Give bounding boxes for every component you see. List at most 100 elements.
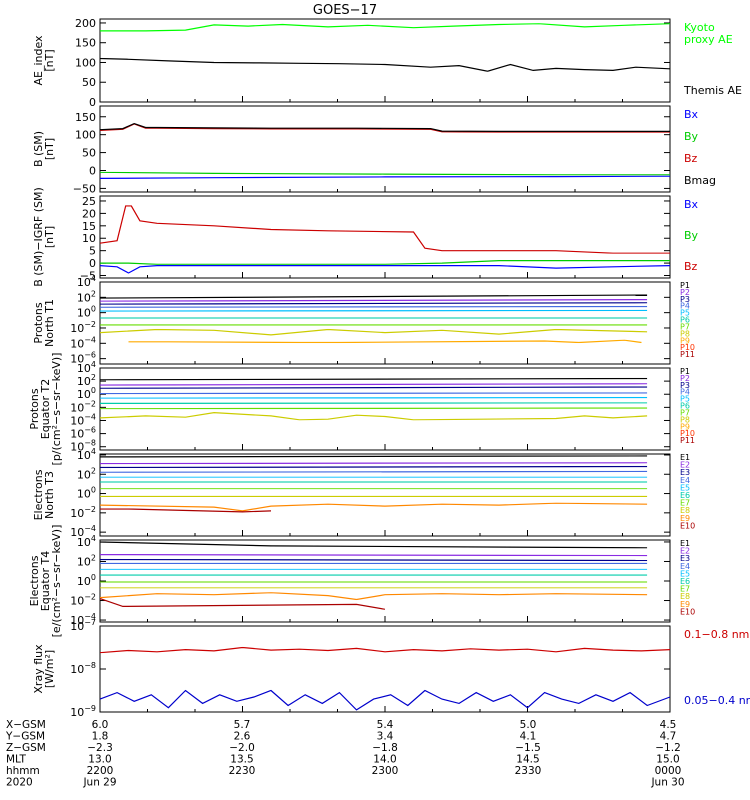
series-line-P7 (100, 408, 647, 409)
legend-entry: P8 (680, 415, 690, 424)
y-tick-label: 10−2 (70, 320, 96, 335)
y-tick-label: 0 (89, 96, 96, 109)
legend-entry: E1 (680, 453, 690, 462)
legend-entry: E4 (680, 476, 690, 485)
y-tick-label: 100 (75, 129, 96, 142)
footer-row-label: Z−GSM (6, 742, 46, 754)
panel-frame (99, 18, 671, 103)
series-line-Bx (100, 176, 670, 178)
series-line-P1 (100, 295, 647, 298)
series-line-P1 (100, 379, 647, 380)
y-tick-label: 50 (82, 76, 96, 89)
legend-entry: P5 (680, 309, 690, 318)
series-line-Kyoto-proxy-AE (100, 24, 670, 31)
panel-bsm: −50 0 50 100 150 B (SM)[nT] Bx By Bz Bmag (32, 105, 716, 195)
footer-value: 2230 (229, 765, 256, 777)
series-line-P4 (100, 393, 647, 394)
footer-value: −2.3 (87, 742, 113, 754)
footer-row-label: hhmm (6, 765, 40, 777)
footer-row-label: X−GSM (6, 719, 46, 731)
legend-entry: E5 (680, 569, 690, 578)
series-line-E9 (100, 593, 647, 600)
footer-value: −1.5 (515, 742, 541, 754)
panel-xray: 10−9 10−8 10−7 Xray flux[W/m²] 0.1−0.8 nm 0.0… (32, 618, 750, 719)
legend-entry: Kyoto proxy AE (684, 21, 733, 46)
footer-value: 13.5 (230, 754, 253, 766)
footer-row-label: MLT (6, 754, 26, 766)
y-tick-label: 15 (82, 220, 96, 233)
y-tick-label: 10−4 (70, 335, 96, 350)
ephemeris-footer: X−GSM 6.0 5.7 5.4 5.0 4.5 Y−GSM 1.8 2.6 3.4 4.1 4.7… (5, 719, 685, 789)
series-line-P4 (100, 307, 647, 308)
y-tick-label: −5 (80, 270, 96, 283)
y-tick-label: 20 (82, 207, 96, 220)
legend-entry: P11 (680, 436, 695, 445)
legend-entry: P9 (680, 336, 690, 345)
legend-entry: By (684, 229, 699, 242)
footer-value: 2300 (372, 765, 399, 777)
y-tick-label: 104 (77, 534, 96, 549)
series-line-P8 (100, 330, 647, 335)
legend-entry: By (684, 130, 699, 143)
legend-entry: E4 (680, 562, 690, 571)
footer-row-label: Y−GSM (5, 731, 45, 743)
series-line-E10 (100, 509, 271, 512)
y-tick-label: 102 (77, 466, 96, 481)
footer-row-label: 2020 (6, 777, 33, 789)
footer-value: −1.8 (372, 742, 398, 754)
series-line-P3 (100, 303, 647, 305)
legend-entry: P6 (680, 316, 690, 325)
legend-entry: P4 (680, 302, 690, 311)
y-axis-label: ProtonsEquator T2[p/(cm²−s−sr−keV)] (28, 353, 63, 466)
legend-entry: Bx (684, 198, 699, 211)
legend-entry: P6 (680, 402, 690, 411)
series-line-P2 (100, 300, 647, 302)
footer-value: 2200 (87, 765, 114, 777)
series-line-E1 (100, 542, 647, 548)
series-line-E3 (100, 467, 647, 468)
series-line-E1 (100, 456, 647, 457)
y-tick-label: 102 (77, 289, 96, 304)
footer-value: 15.0 (656, 754, 679, 766)
legend-entry: P10 (680, 429, 695, 438)
series-line-Bx (100, 266, 670, 273)
footer-value: 2.6 (234, 731, 251, 743)
series-line-E10 (100, 599, 385, 610)
y-tick-label: 25 (82, 195, 96, 208)
legend-entry: P1 (680, 281, 690, 290)
y-axis-label: AE_index[nT] (32, 35, 56, 86)
y-tick-label: 104 (77, 447, 96, 462)
legend-entry: E7 (680, 499, 690, 508)
legend-entry: 0.05−0.4 nm (684, 694, 750, 707)
series-line-P3 (100, 387, 647, 388)
y-tick-label: −50 (73, 182, 96, 195)
legend-entry: Bmag (684, 174, 716, 187)
series-line-0.1−0.8-nm (100, 648, 670, 653)
legend-entry: E8 (680, 506, 690, 515)
y-tick-label: 102 (77, 553, 96, 568)
footer-value: 2330 (515, 765, 542, 777)
y-axis-label: B (SM)[nT] (32, 131, 56, 167)
y-tick-label: 0 (89, 257, 96, 270)
y-tick-label: 50 (82, 147, 96, 160)
panel-frame (99, 539, 671, 623)
footer-value: 5.4 (377, 719, 394, 731)
y-tick-label: 100 (75, 56, 96, 69)
y-axis-label: B (SM)−IGRF (SM)[nT] (32, 187, 56, 287)
series-line-Bz (100, 206, 670, 253)
y-axis-label: ProtonsNorth T1 (32, 299, 56, 347)
footer-value: 4.1 (520, 731, 537, 743)
legend-entry: P10 (680, 343, 695, 352)
footer-value: 14.0 (373, 754, 396, 766)
panel-frame (99, 625, 671, 713)
legend-entry: P3 (680, 295, 690, 304)
y-tick-label: 200 (75, 17, 96, 30)
legend-entry: Bx (684, 108, 699, 121)
legend-entry: 0.1−0.8 nm (684, 628, 749, 641)
y-tick-label: 100 (77, 486, 96, 501)
